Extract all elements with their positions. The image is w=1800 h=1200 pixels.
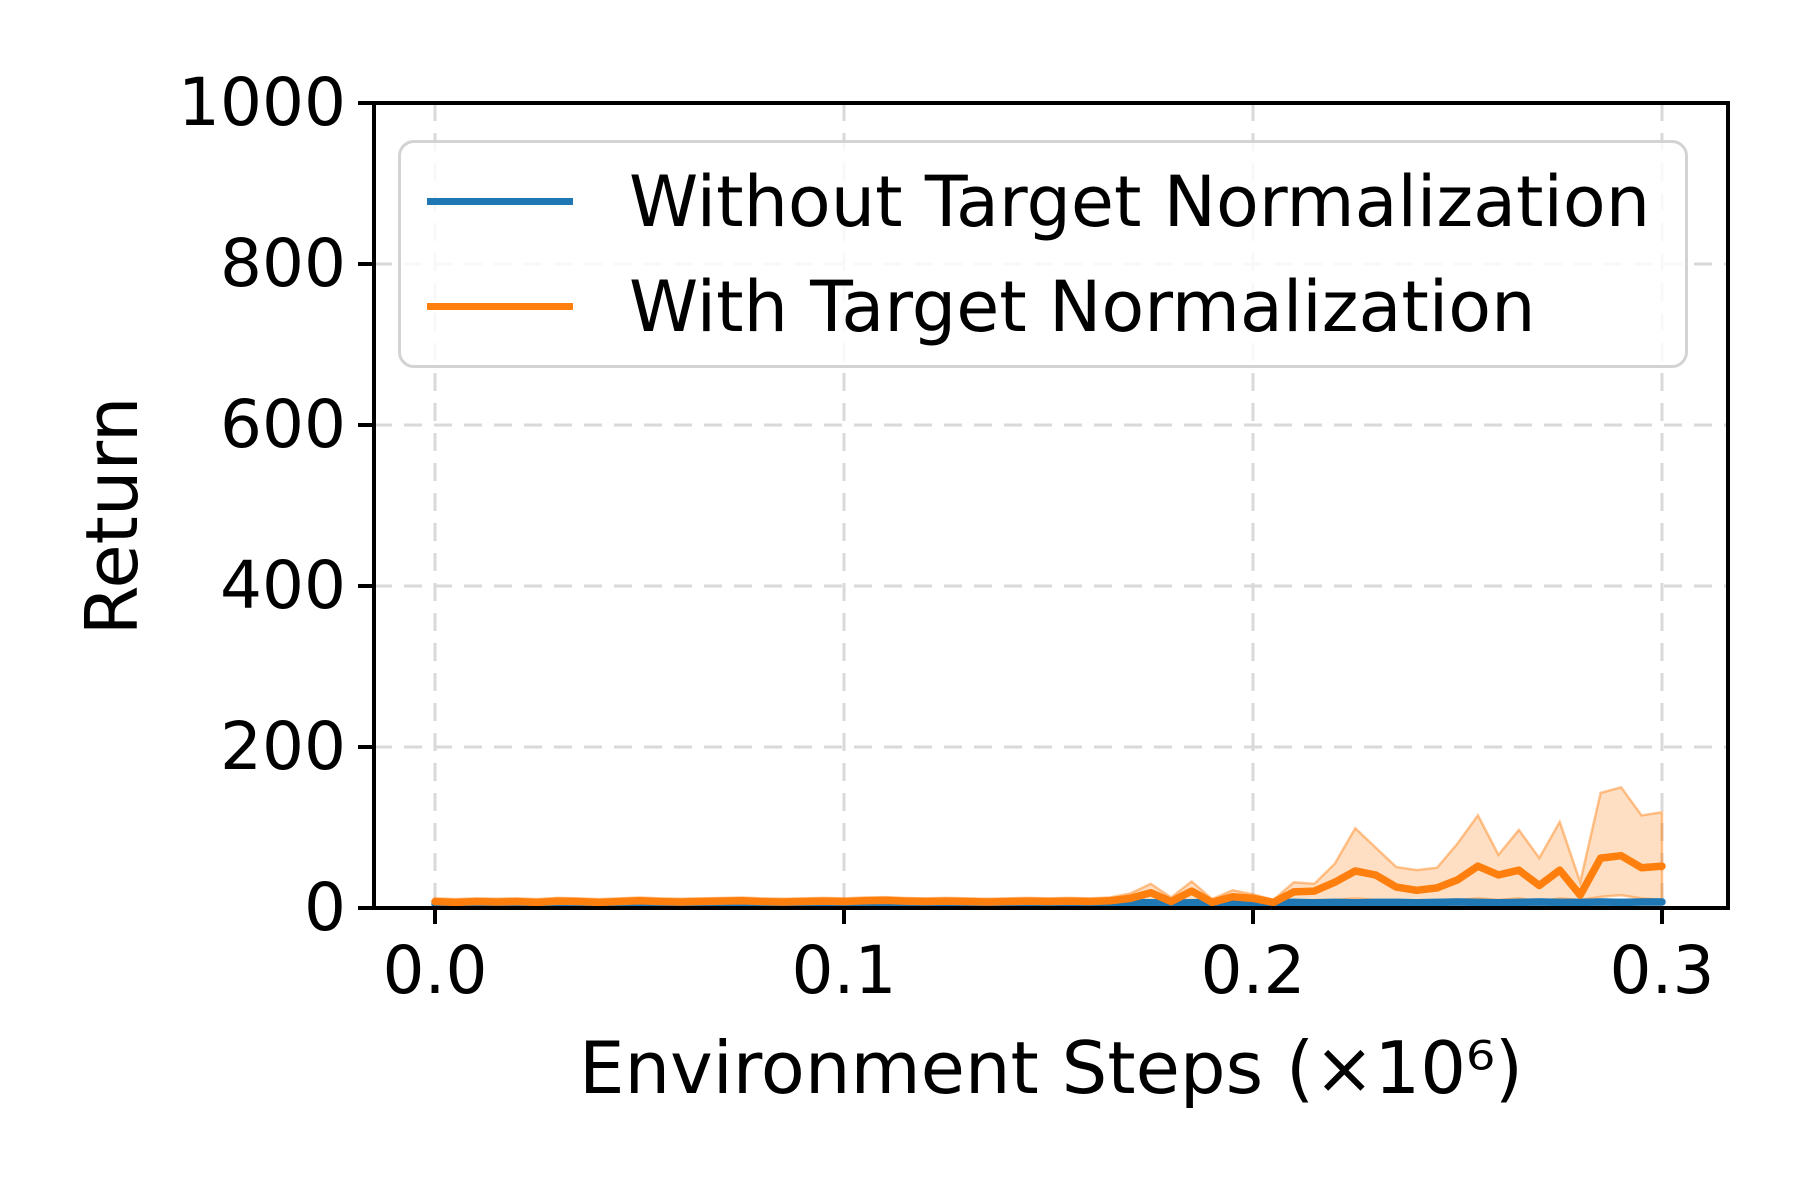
plot-area: [372, 101, 1730, 910]
x-tick-label: 0.2: [1200, 932, 1306, 1009]
y-tick-label: 400: [220, 547, 346, 624]
x-axis-label: Environment Steps (×10⁶): [579, 1026, 1523, 1110]
tick-marks: [358, 101, 1664, 924]
x-tick-label: 0.0: [382, 932, 488, 1009]
x-tick-label: 0.1: [791, 932, 897, 1009]
series-line: [431, 851, 1666, 907]
legend-item-with-target-normalization: With Target Normalization: [401, 254, 1685, 359]
legend: Without Target Normalization With Target…: [398, 140, 1688, 368]
legend-line-sample-orange: [427, 303, 573, 310]
y-tick-label: 600: [220, 386, 346, 463]
y-tick-label: 800: [220, 225, 346, 302]
legend-label: With Target Normalization: [629, 265, 1536, 348]
legend-label: Without Target Normalization: [629, 160, 1651, 243]
y-tick-label: 200: [220, 708, 346, 785]
confidence-band: [433, 785, 1664, 907]
legend-item-without-target-normalization: Without Target Normalization: [401, 149, 1685, 254]
x-tick-label: 0.3: [1609, 932, 1715, 1009]
y-tick-label: 1000: [178, 64, 346, 141]
legend-line-sample-blue: [427, 198, 573, 205]
y-tick-label: 0: [304, 869, 346, 946]
